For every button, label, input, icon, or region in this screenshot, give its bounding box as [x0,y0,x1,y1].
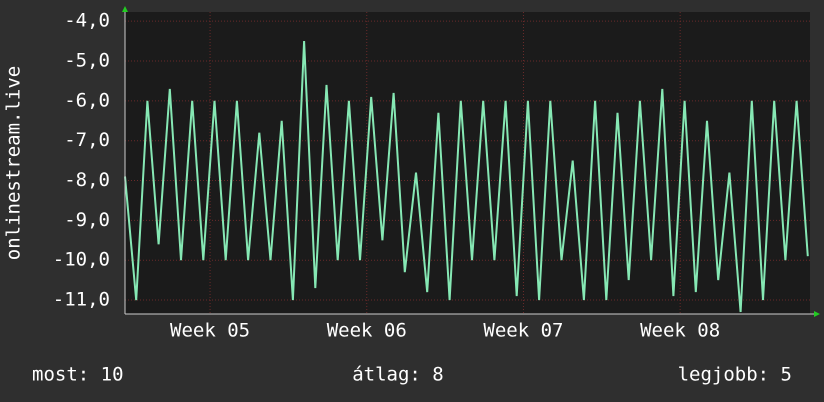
y-arrow [122,6,128,12]
data-line [124,41,809,313]
y-tick-label: -9,0 [64,209,110,231]
x-tick-label: Week 07 [483,320,563,342]
footer-average: átlag: 8 [352,364,444,386]
y-tick-label: -8,0 [64,169,110,191]
y-tick-label: -4,0 [64,10,110,32]
y-tick-label: -7,0 [64,129,110,151]
x-tick-label: Week 05 [170,320,250,342]
x-arrow [814,311,820,317]
y-axis-label: onlinestream.live [3,66,25,260]
y-tick-label: -6,0 [64,89,110,111]
footer-best: legjobb: 5 [678,364,792,386]
marks [124,41,809,313]
x-tick-label: Week 08 [640,320,720,342]
footer-current: most: 10 [32,364,124,386]
y-tick-label: -5,0 [64,50,110,72]
y-tick-label: -10,0 [53,249,110,271]
x-tick-label: Week 06 [327,320,407,342]
plot-area [125,12,810,314]
y-tick-label: -11,0 [53,289,110,311]
